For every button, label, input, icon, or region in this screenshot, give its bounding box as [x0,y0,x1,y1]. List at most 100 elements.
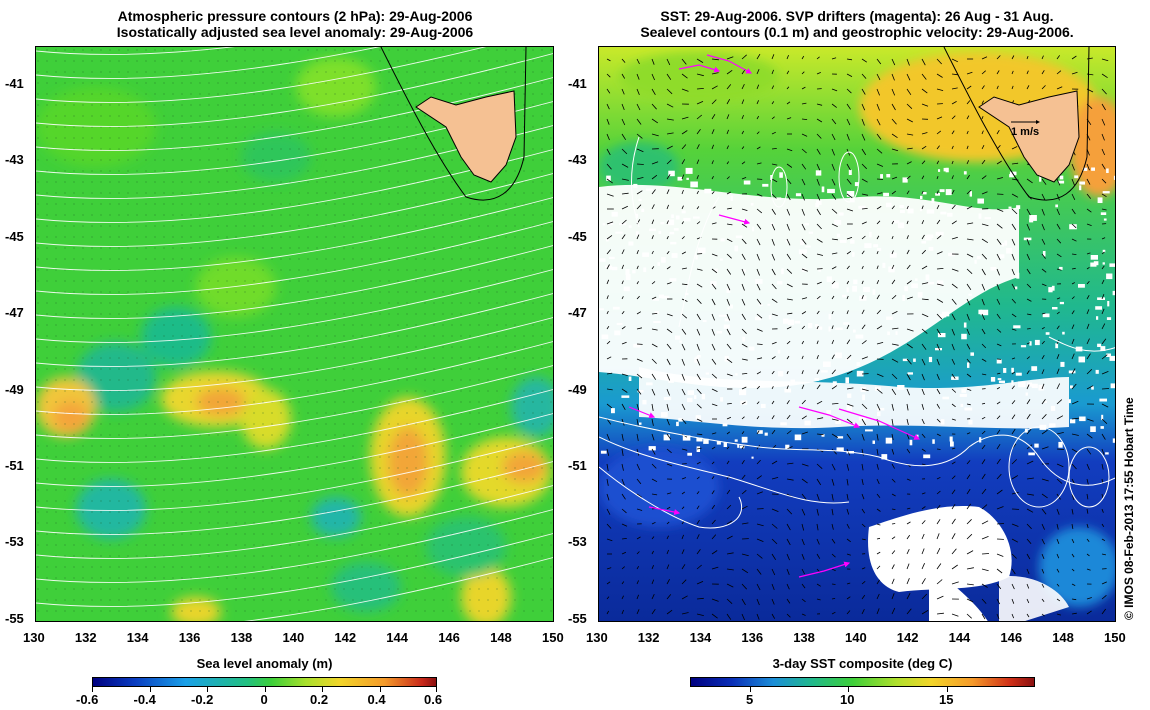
velocity-arrow [756,253,760,261]
velocity-arrow [1101,163,1106,170]
velocity-arrow [816,553,821,559]
cloud-mask [727,307,730,310]
velocity-arrow [801,86,806,90]
velocity-arrow [786,355,790,360]
velocity-arrow [681,144,687,150]
velocity-arrow [726,446,730,450]
cloud-mask [852,252,855,257]
cloud-mask [839,239,847,243]
velocity-arrow [621,538,627,540]
cloud-mask [695,356,700,361]
velocity-arrow [756,223,762,230]
cloud-mask [694,357,698,363]
velocity-arrow [771,613,776,619]
cloud-mask [849,197,855,203]
velocity-arrow [876,294,880,300]
cloud-mask [625,269,630,275]
pressure-contour [36,245,553,319]
cloud-mask [698,247,706,254]
velocity-arrow [1056,339,1060,345]
velocity-arrow [876,593,880,600]
velocity-arrow [1101,388,1110,390]
cloud-mask [1102,262,1105,265]
velocity-arrow [816,598,821,601]
cloud-mask [843,322,850,325]
cloud-mask [720,238,725,242]
cloud-mask [1018,381,1026,388]
velocity-arrow [1026,598,1030,604]
velocity-arrow [996,268,1000,276]
velocity-arrow [1071,163,1075,171]
velocity-arrow [801,399,806,405]
cloud-mask [730,304,733,309]
cloud-mask [599,308,604,311]
cloud-mask [790,379,795,385]
cloud-mask [913,358,916,362]
velocity-arrow [1086,163,1090,171]
velocity-arrow [666,373,671,381]
velocity-arrow [726,191,731,195]
velocity-arrow [861,478,864,485]
velocity-arrow [831,354,835,360]
pressure-contour [36,293,553,367]
velocity-arrow [936,595,944,600]
velocity-arrow [1056,432,1064,435]
y-tick-label: -43 [568,152,587,168]
velocity-arrow [666,388,670,396]
cloud-mask [724,355,729,362]
velocity-arrow [606,88,611,94]
velocity-arrow [756,385,760,390]
velocity-arrow [756,491,763,495]
velocity-arrow [1101,294,1105,300]
velocity-arrow [681,159,686,165]
velocity-arrow [1041,538,1045,545]
velocity-arrow [1056,523,1059,530]
velocity-arrow [891,311,898,315]
velocity-arrow [816,281,822,285]
velocity-arrow [606,103,610,110]
y-tick-label: -51 [5,458,24,473]
cloud-mask [642,399,647,405]
cloud-mask [695,255,698,260]
velocity-arrow [1041,268,1047,273]
velocity-arrow [651,161,659,165]
velocity-arrow [1056,223,1061,230]
velocity-arrow [1086,448,1092,455]
velocity-arrow [816,72,821,75]
velocity-arrow [801,193,805,201]
velocity-arrow [936,476,941,480]
velocity-arrow [801,355,804,360]
velocity-arrow [681,595,688,600]
velocity-arrow [696,597,704,600]
velocity-arrow [1041,283,1047,287]
cloud-mask [675,335,681,340]
cloud-mask [785,239,790,243]
velocity-arrow [891,343,899,346]
cloud-mask [976,256,981,260]
velocity-arrow [1101,88,1107,95]
velocity-arrow [996,283,1000,291]
velocity-arrow [696,190,699,195]
velocity-arrow [831,385,838,390]
velocity-arrow [621,609,624,615]
velocity-arrow [681,130,688,135]
velocity-arrow [1086,433,1093,439]
x-tick-label: 142 [334,630,357,645]
velocity-arrow [936,563,942,570]
velocity-arrow [1011,298,1017,304]
cloud-mask [942,312,949,316]
velocity-arrow [1101,148,1106,156]
cloud-mask [675,215,680,220]
velocity-arrow [801,325,805,330]
cloud-mask [615,231,623,234]
cloud-mask [864,243,872,249]
sea-level-anomaly-map [35,46,554,622]
cloud-mask [1034,443,1039,448]
velocity-arrow [1086,568,1091,571]
velocity-arrow [966,115,970,120]
velocity-arrow [771,429,776,435]
velocity-arrow [1026,85,1030,90]
cloud-mask [1011,380,1014,385]
velocity-arrow [651,266,655,270]
velocity-arrow [951,503,956,510]
